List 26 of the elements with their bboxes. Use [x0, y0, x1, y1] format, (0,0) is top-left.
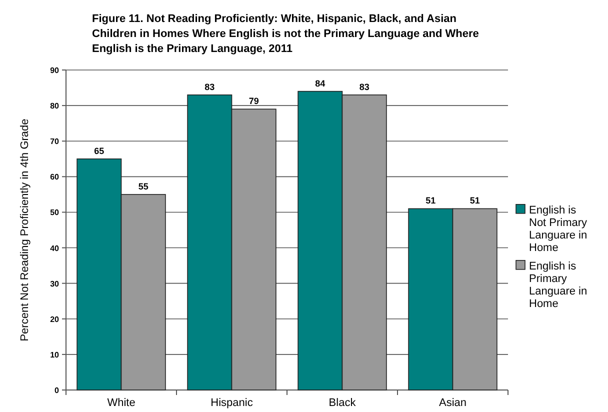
x-tick-label: White — [107, 397, 136, 409]
data-label: 84 — [315, 78, 326, 88]
data-label: 83 — [359, 82, 370, 92]
data-label: 65 — [94, 146, 104, 156]
x-tick-label: Hispanic — [210, 397, 254, 409]
y-tick-label: 40 — [50, 244, 60, 253]
x-tick-label: Asian — [438, 397, 467, 409]
data-label: 51 — [426, 196, 436, 206]
legend-label: English is Primary Languare in Home — [529, 260, 588, 310]
chart-title: Figure 11. Not Reading Proficiently: White, Hispanic, Black, and Asian Children in Homes Where English is not the Primary Language and Where English is the Primary Language, 2011 — [92, 13, 479, 55]
y-tick-label: 80 — [50, 102, 60, 111]
y-tick-label: 30 — [50, 279, 60, 288]
y-tick-label: 0 — [54, 386, 60, 395]
data-label: 83 — [204, 82, 215, 92]
y-tick-label: 20 — [50, 314, 60, 324]
y-tick-label: 90 — [50, 66, 60, 75]
data-label: 55 — [138, 181, 148, 192]
y-tick-label: 10 — [50, 350, 60, 360]
data-label: 79 — [248, 96, 259, 106]
data-label: 51 — [470, 196, 480, 206]
legend-label: English is Not Primary Languare in Home — [529, 204, 588, 254]
y-tick-label: 50 — [50, 208, 60, 218]
y-tick-label: 60 — [50, 172, 60, 182]
y-tick-label: 70 — [50, 137, 60, 146]
x-tick-label: Black — [328, 397, 356, 409]
y-axis-title: Percent Not Reading Proficiently in 4th Grade — [19, 118, 31, 342]
